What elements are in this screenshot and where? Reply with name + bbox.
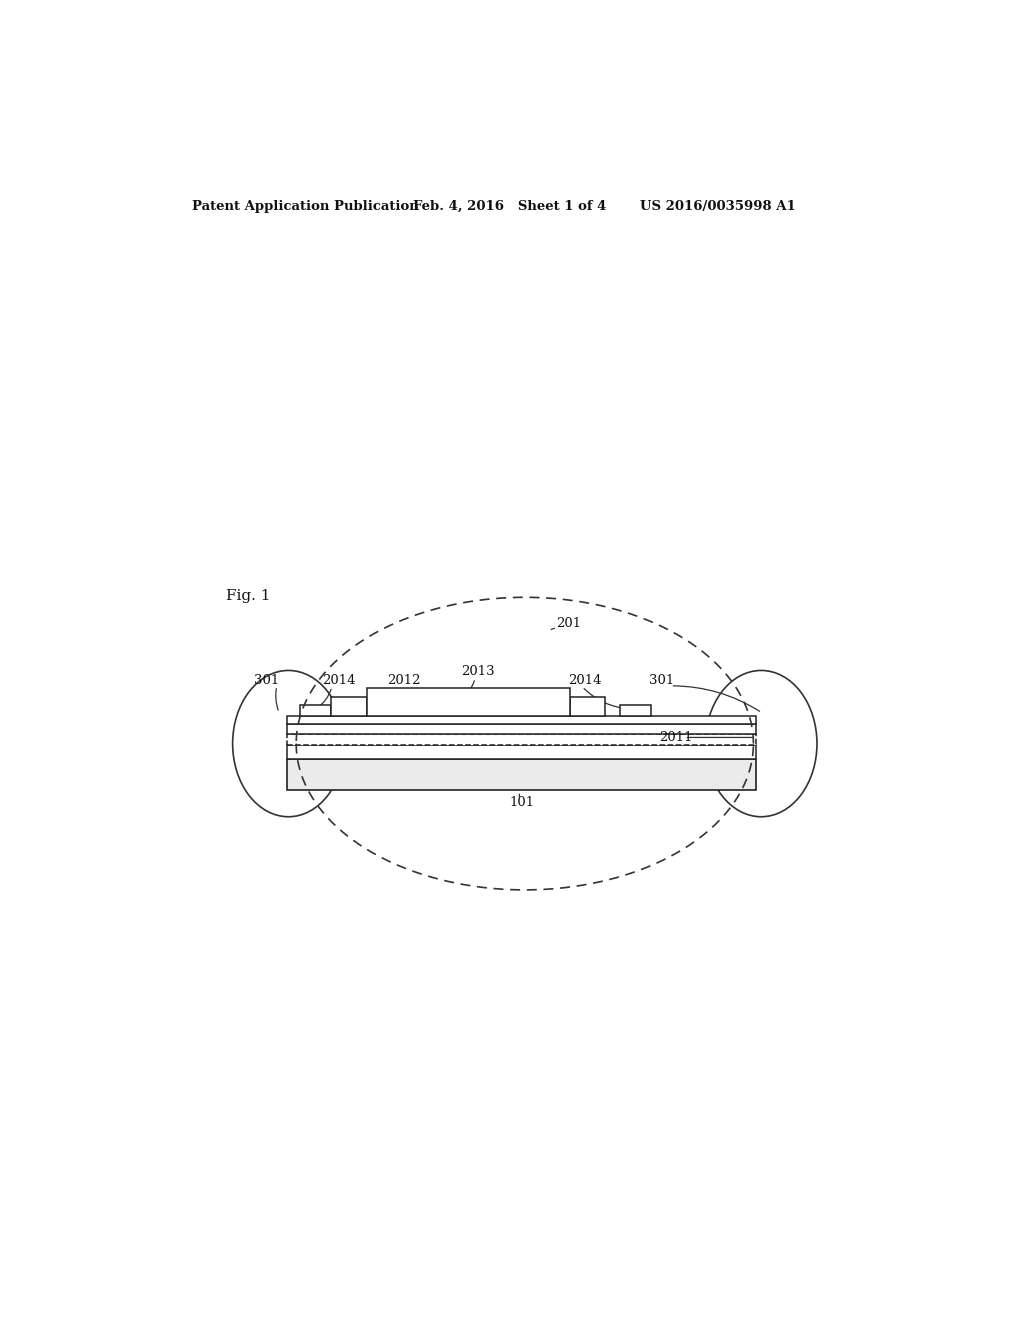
Text: 2014: 2014 [322,675,355,686]
Text: Fig. 1: Fig. 1 [225,589,270,603]
Bar [569,697,605,715]
Text: Feb. 4, 2016   Sheet 1 of 4: Feb. 4, 2016 Sheet 1 of 4 [414,199,606,213]
Bar [287,744,756,759]
Text: 101: 101 [509,796,535,809]
Bar [287,723,756,734]
Text: 201: 201 [557,616,582,630]
Ellipse shape [706,671,817,817]
Text: 2011: 2011 [658,731,692,744]
Text: 301: 301 [254,675,279,686]
Bar [287,715,756,723]
Ellipse shape [232,671,344,817]
Text: 2012: 2012 [388,675,421,686]
Bar [367,688,569,715]
Bar [287,734,756,744]
Text: US 2016/0035998 A1: US 2016/0035998 A1 [640,199,796,213]
Bar [300,705,331,715]
Text: 301: 301 [649,675,674,686]
Text: Patent Application Publication: Patent Application Publication [191,199,418,213]
Bar [331,697,367,715]
Bar [287,759,756,789]
Text: 2013: 2013 [461,665,495,677]
Bar [621,705,651,715]
Text: 2014: 2014 [568,675,602,686]
